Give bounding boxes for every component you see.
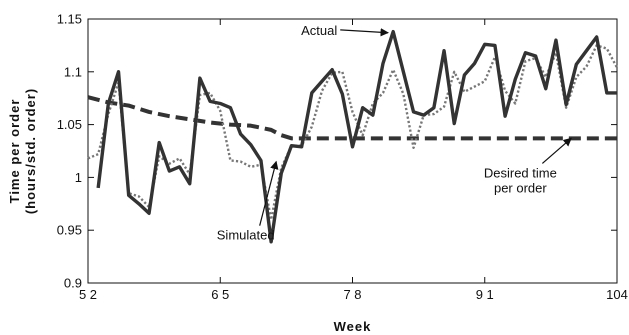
annotation-label: per order (494, 180, 547, 195)
annotation-arrow (340, 28, 389, 37)
y-axis-title-line1: Time per order (7, 99, 22, 204)
series-actual-line (96, 29, 617, 244)
y-axis-title-line2: (hours/std. order) (23, 88, 38, 214)
y-tick-label: 1.05 (57, 117, 82, 132)
annotation-arrow (259, 160, 279, 226)
x-tick-label: 7 8 (343, 287, 361, 302)
y-tick-label: 1.1 (64, 64, 82, 79)
annotation-arrow (541, 137, 572, 164)
plot-frame (87, 18, 618, 284)
y-tick-label: 1.15 (57, 12, 82, 27)
x-tick-label: 9 1 (476, 287, 494, 302)
x-tick-label: 5 2 (79, 287, 97, 302)
x-axis-title: Week (334, 319, 372, 334)
y-tick-label: 0.9 (64, 276, 82, 291)
series-lines (87, 29, 619, 244)
x-tick-label: 6 5 (211, 287, 229, 302)
tick-labels: 5 2 6 5 7 8 9 1 104 0.9 0.95 1 1.05 1.1 1.15 (57, 12, 628, 303)
annotation-label: Actual (301, 23, 337, 38)
annotation-label: Simulated (217, 228, 275, 243)
series-simulated-line (87, 44, 619, 221)
series-desired-time-per-order-line (87, 95, 617, 141)
y-tick-label: 0.95 (57, 223, 82, 238)
annotation-label: Desired time (484, 165, 557, 180)
y-tick-label: 1 (75, 170, 82, 185)
x-tick-label: 104 (606, 287, 628, 302)
